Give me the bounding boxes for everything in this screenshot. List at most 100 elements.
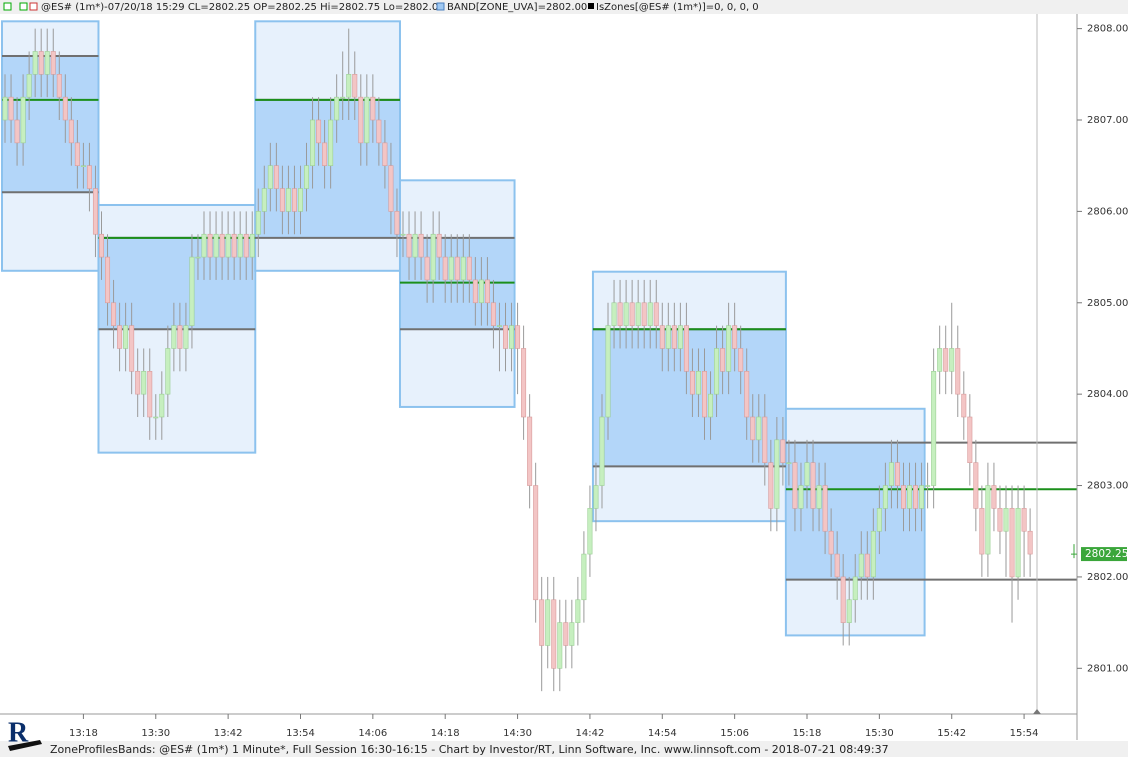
candle-body bbox=[635, 302, 641, 326]
candle-body bbox=[237, 233, 243, 258]
candle-body bbox=[750, 416, 756, 441]
candle-body bbox=[665, 325, 671, 349]
candle-body bbox=[973, 462, 979, 509]
logo-swoosh bbox=[8, 740, 42, 751]
candle-body bbox=[62, 96, 68, 121]
candle-body bbox=[448, 256, 454, 281]
candle-body bbox=[171, 325, 177, 349]
candle-body bbox=[135, 371, 141, 395]
candle-body bbox=[177, 325, 183, 349]
candle-body bbox=[111, 302, 117, 326]
x-tick-label: 13:42 bbox=[214, 728, 243, 739]
candle-body bbox=[521, 348, 527, 418]
candle-body bbox=[768, 462, 774, 509]
candle-body bbox=[882, 485, 888, 509]
candle-body bbox=[141, 371, 147, 395]
y-tick-label: 2805.00 bbox=[1087, 298, 1128, 309]
candle-body bbox=[593, 485, 599, 509]
candle-body bbox=[123, 325, 129, 349]
candle-body bbox=[92, 188, 98, 235]
legend-item: IsZones[@ES# (1m*)]=0, 0, 0, 0 bbox=[596, 2, 759, 13]
candle-body bbox=[334, 96, 340, 121]
x-tick-label: 13:18 bbox=[69, 728, 98, 739]
footer-bar bbox=[0, 741, 1128, 757]
candle-body bbox=[98, 233, 104, 258]
candle-body bbox=[430, 233, 436, 281]
candle-body bbox=[436, 233, 442, 258]
x-tick-label: 14:30 bbox=[503, 728, 532, 739]
candle-body bbox=[165, 348, 171, 395]
candle-body bbox=[1027, 530, 1033, 555]
candle-body bbox=[605, 325, 611, 418]
candle-body bbox=[249, 233, 255, 258]
candle-body bbox=[129, 325, 135, 372]
candle-body bbox=[358, 96, 364, 144]
logo: R bbox=[8, 717, 29, 748]
x-tick-label: 15:18 bbox=[793, 728, 822, 739]
candle-body bbox=[56, 74, 62, 98]
candle-body bbox=[400, 233, 406, 236]
candle-body bbox=[569, 622, 575, 646]
header-icon bbox=[3, 2, 12, 11]
candle-body bbox=[44, 51, 50, 75]
candle-body bbox=[231, 233, 237, 258]
candle-body bbox=[720, 348, 726, 372]
y-tick-label: 2803.00 bbox=[1087, 481, 1128, 492]
candle-body bbox=[798, 485, 804, 509]
candle-body bbox=[412, 233, 418, 258]
candle-body bbox=[159, 393, 165, 418]
candle-body bbox=[629, 302, 635, 326]
candle-body bbox=[659, 325, 665, 349]
candle-body bbox=[472, 279, 478, 304]
x-tick-label: 15:30 bbox=[865, 728, 894, 739]
candle-body bbox=[74, 142, 80, 166]
x-tick-label: 15:54 bbox=[1010, 728, 1039, 739]
candle-body bbox=[527, 416, 533, 486]
candle-body bbox=[478, 279, 484, 304]
candle-body bbox=[316, 119, 322, 144]
candle-body bbox=[581, 553, 587, 601]
candle-body bbox=[870, 530, 876, 578]
y-tick-label: 2808.00 bbox=[1087, 24, 1128, 35]
candle-body bbox=[816, 485, 822, 509]
candle-body bbox=[732, 325, 738, 349]
candle-body bbox=[310, 119, 316, 166]
candle-body bbox=[611, 302, 617, 326]
candle-body bbox=[364, 96, 370, 144]
candle-body bbox=[328, 119, 334, 166]
candle-body bbox=[599, 416, 605, 486]
candle-body bbox=[641, 302, 647, 326]
candle-body bbox=[545, 599, 551, 646]
header-title: @ES# (1m*)-07/20/18 15:29 CL=2802.25 OP=… bbox=[41, 2, 445, 13]
candle-body bbox=[1021, 508, 1027, 532]
candle-body bbox=[551, 599, 557, 669]
candle-body bbox=[117, 325, 123, 349]
y-tick-label: 2806.00 bbox=[1087, 206, 1128, 217]
x-tick-label: 13:54 bbox=[286, 728, 315, 739]
candle-body bbox=[291, 188, 297, 212]
value-area bbox=[593, 329, 785, 467]
candle-body bbox=[955, 348, 961, 395]
candle-body bbox=[864, 553, 870, 578]
x-tick-label: 14:18 bbox=[431, 728, 460, 739]
candle-body bbox=[322, 142, 328, 166]
candle-body bbox=[1015, 508, 1021, 578]
candle-body bbox=[340, 96, 346, 99]
candle-body bbox=[985, 485, 991, 555]
candle-body bbox=[304, 165, 310, 189]
candle-body bbox=[8, 96, 14, 121]
candle-body bbox=[225, 233, 231, 258]
candle-body bbox=[279, 188, 285, 212]
candle-body bbox=[50, 51, 56, 75]
candle-body bbox=[382, 142, 388, 166]
candle-body bbox=[32, 51, 38, 75]
candle-body bbox=[105, 256, 111, 304]
candle-body bbox=[828, 530, 834, 555]
candle-body bbox=[762, 416, 768, 463]
candle-body bbox=[38, 51, 44, 75]
candle-body bbox=[509, 325, 515, 349]
candle-body bbox=[653, 302, 659, 326]
candle-body bbox=[979, 508, 985, 555]
last-price-box bbox=[1081, 547, 1127, 562]
candle-body bbox=[466, 256, 472, 281]
